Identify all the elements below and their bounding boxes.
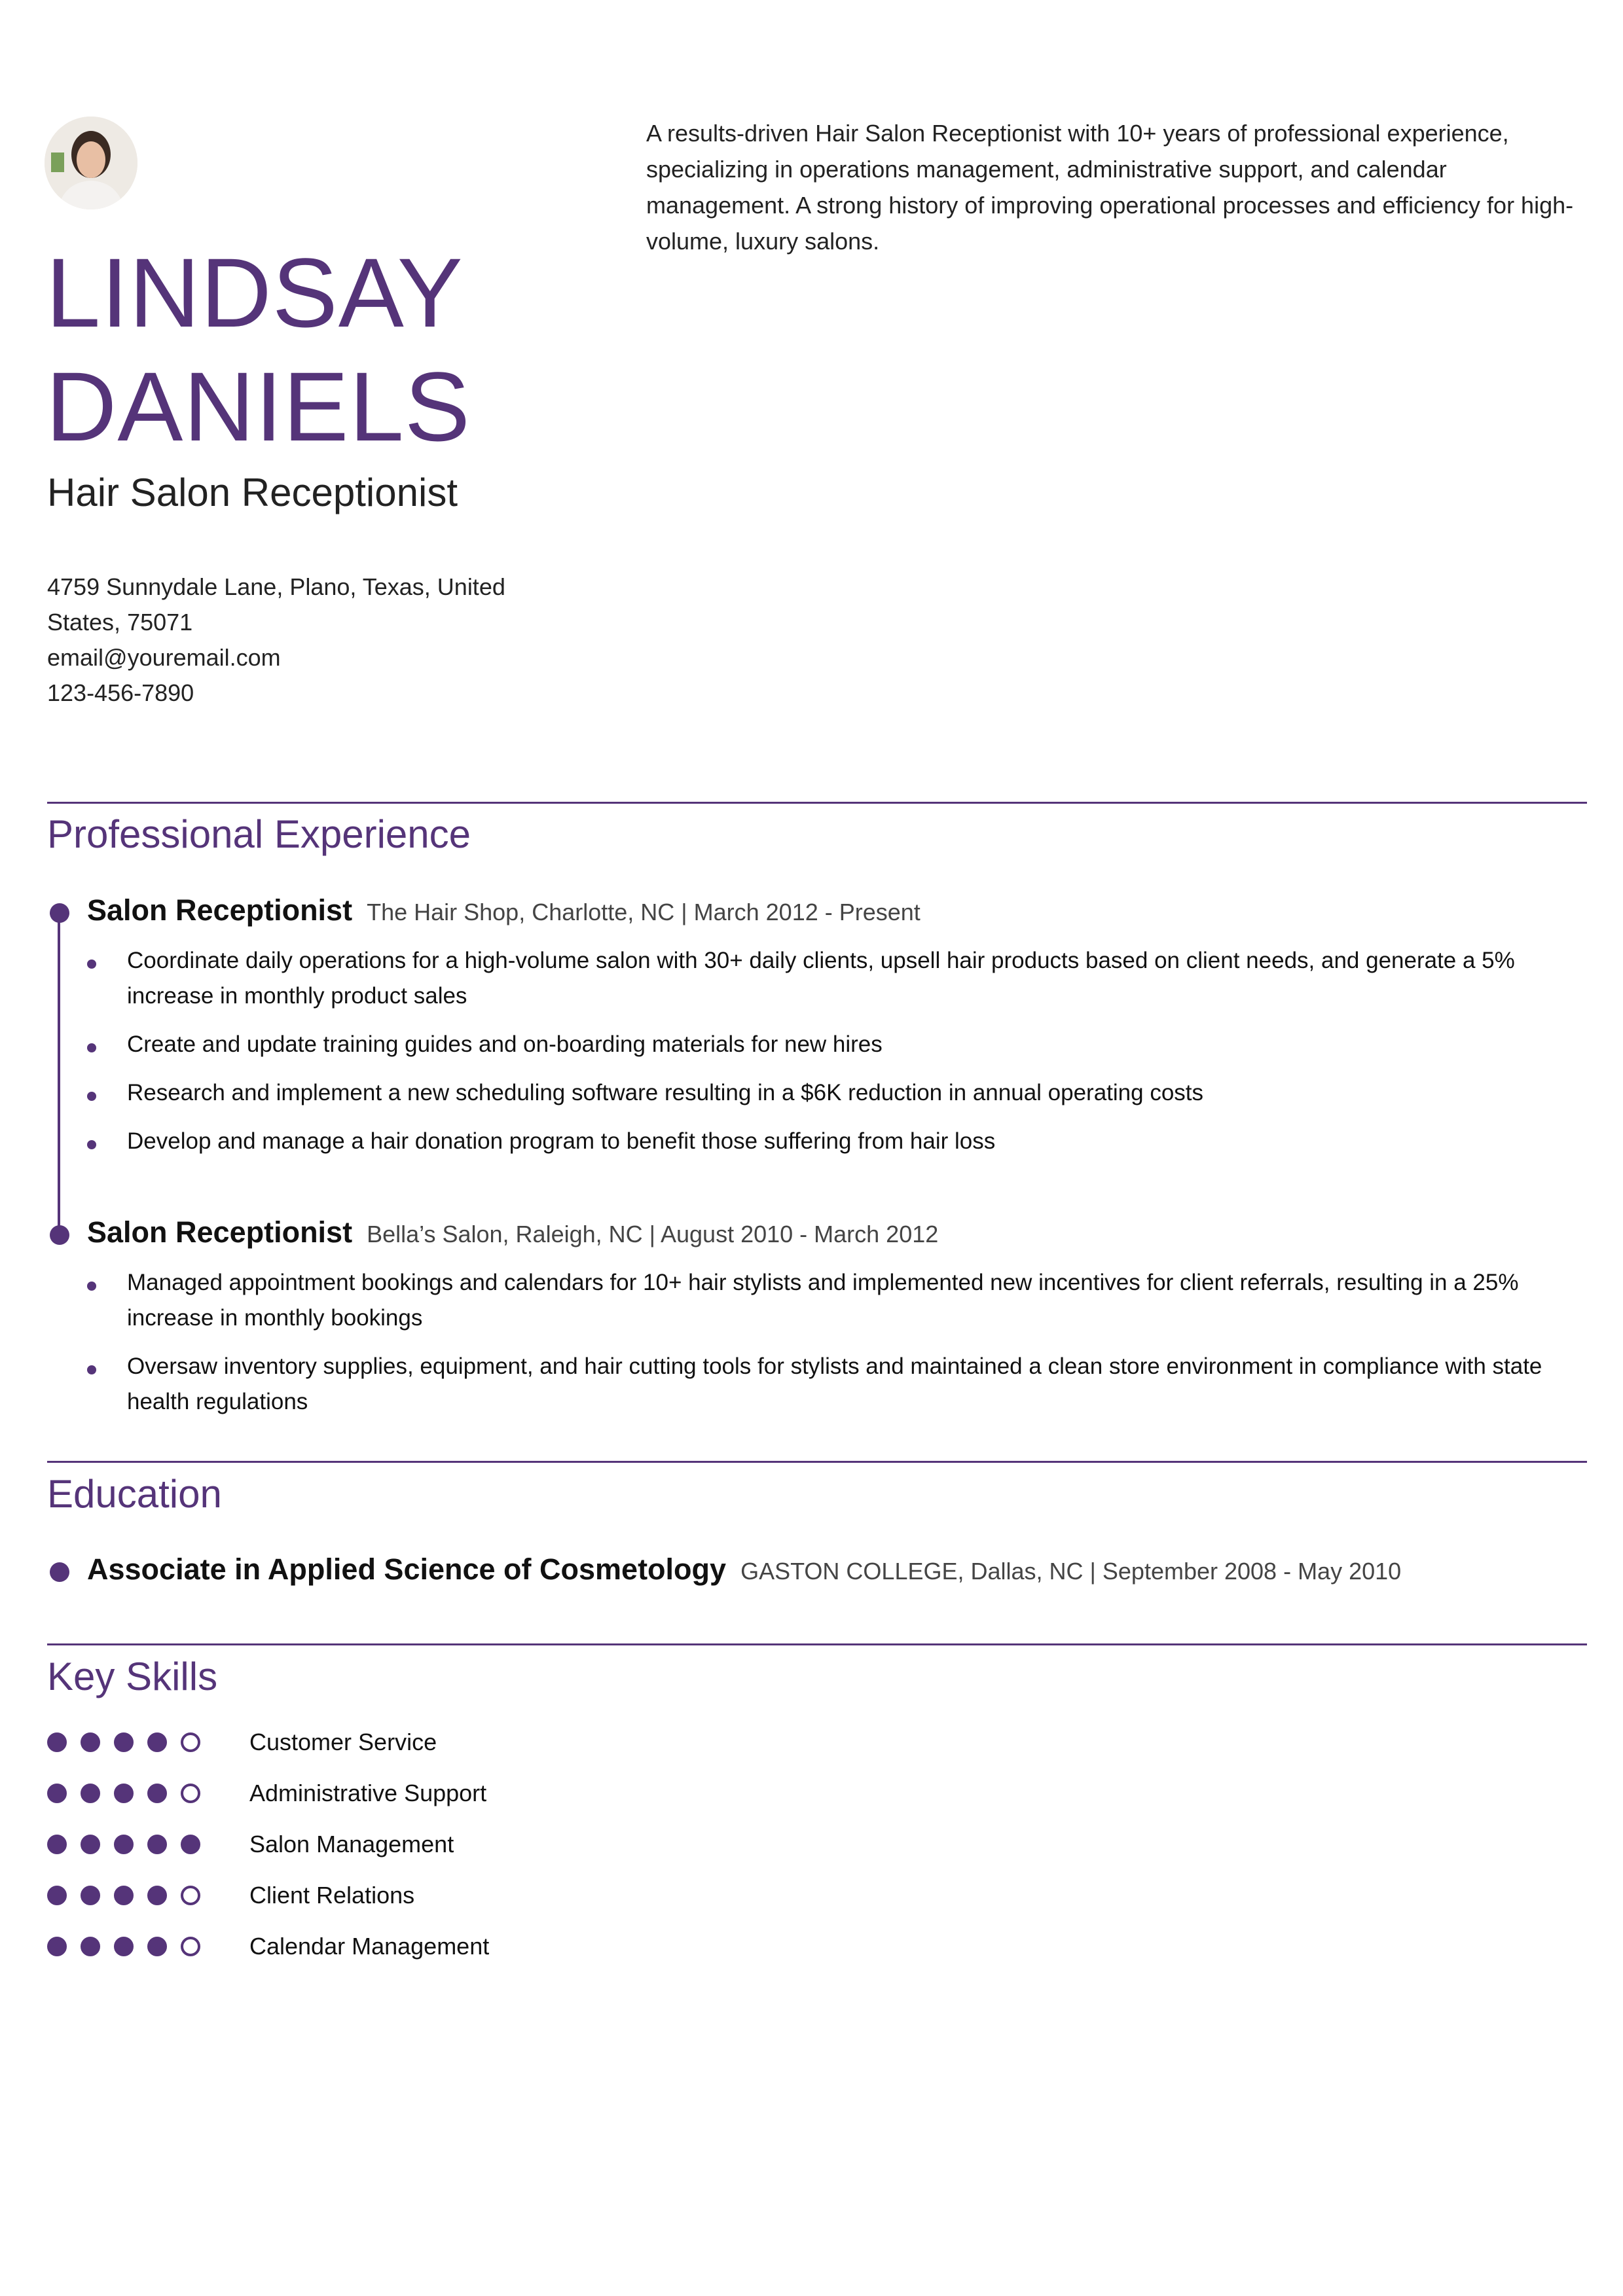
skill-row: Administrative Support bbox=[47, 1777, 486, 1810]
bullet-text: Research and implement a new scheduling … bbox=[127, 1080, 1204, 1105]
rating-dot-filled-icon bbox=[147, 1886, 167, 1905]
rating-dot-filled-icon bbox=[147, 1835, 167, 1854]
rating-dot-filled-icon bbox=[47, 1784, 67, 1803]
summary: A results-driven Hair Salon Receptionist… bbox=[646, 120, 1574, 255]
contact-info: 4759 Sunnydale Lane, Plano, Texas, Unite… bbox=[47, 569, 519, 711]
rating-dot-filled-icon bbox=[47, 1835, 67, 1854]
rating-dot-empty-icon bbox=[181, 1937, 200, 1956]
education-meta: GASTON COLLEGE, Dallas, NC | September 2… bbox=[740, 1558, 1402, 1585]
education-header: Associate in Applied Science of Cosmetol… bbox=[47, 1553, 1587, 1588]
section-title-education: Education bbox=[47, 1472, 222, 1516]
bullet-icon bbox=[87, 1140, 96, 1149]
degree: Associate in Applied Science of Cosmetol… bbox=[87, 1552, 727, 1586]
bullet-icon bbox=[87, 1365, 96, 1374]
skill-row: Salon Management bbox=[47, 1828, 454, 1861]
education-entry: Associate in Applied Science of Cosmetol… bbox=[47, 1553, 1587, 1588]
skill-label: Administrative Support bbox=[249, 1780, 487, 1806]
rating-dot-filled-icon bbox=[114, 1835, 134, 1854]
job-entry: Salon Receptionist The Hair Shop, Charlot… bbox=[47, 894, 1587, 1172]
skill-rating bbox=[47, 1886, 249, 1905]
job-bullets: Coordinate daily operations for a high-v… bbox=[47, 943, 1587, 1159]
bullet-text: Create and update training guides and on… bbox=[127, 1031, 883, 1057]
list-item: Develop and manage a hair donation progr… bbox=[87, 1124, 1587, 1159]
bullet-icon bbox=[87, 960, 96, 969]
rating-dot-filled-icon bbox=[114, 1937, 134, 1956]
bullet-icon bbox=[87, 1043, 96, 1052]
rating-dot-empty-icon bbox=[181, 1732, 200, 1752]
rating-dot-filled-icon bbox=[147, 1937, 167, 1956]
name-first: LINDSAY bbox=[46, 238, 464, 348]
section-title-experience: Professional Experience bbox=[47, 812, 471, 856]
job-role: Salon Receptionist bbox=[87, 1215, 353, 1249]
candidate-name: LINDSAY DANIELS bbox=[46, 236, 471, 463]
rating-dot-filled-icon bbox=[81, 1732, 100, 1752]
rating-dot-filled-icon bbox=[147, 1732, 167, 1752]
rating-dot-filled-icon bbox=[81, 1784, 100, 1803]
rating-dot-filled-icon bbox=[47, 1886, 67, 1905]
bullet-text: Coordinate daily operations for a high-v… bbox=[127, 948, 1515, 1009]
timeline-dot-icon bbox=[50, 903, 69, 923]
divider bbox=[47, 802, 1587, 804]
rating-dot-filled-icon bbox=[81, 1937, 100, 1956]
bullet-icon bbox=[87, 1092, 96, 1101]
divider bbox=[47, 1461, 1587, 1463]
job-meta: The Hair Shop, Charlotte, NC | March 201… bbox=[367, 899, 921, 925]
skill-row: Calendar Management bbox=[47, 1930, 489, 1963]
rating-dot-filled-icon bbox=[181, 1835, 200, 1854]
skill-rating bbox=[47, 1835, 249, 1854]
rating-dot-filled-icon bbox=[114, 1784, 134, 1803]
skill-label: Client Relations bbox=[249, 1882, 415, 1909]
name-last: DANIELS bbox=[46, 351, 471, 461]
bullet-text: Oversaw inventory supplies, equipment, a… bbox=[127, 1354, 1542, 1414]
skill-rating bbox=[47, 1784, 249, 1803]
section-title-skills: Key Skills bbox=[47, 1655, 218, 1698]
rating-dot-filled-icon bbox=[47, 1937, 67, 1956]
job-bullets: Managed appointment bookings and calenda… bbox=[47, 1265, 1587, 1420]
rating-dot-empty-icon bbox=[181, 1784, 200, 1803]
email[interactable]: email@youremail.com bbox=[47, 644, 281, 671]
skill-label: Salon Management bbox=[249, 1831, 454, 1857]
skill-rating bbox=[47, 1732, 249, 1752]
list-item: Managed appointment bookings and calenda… bbox=[87, 1265, 1587, 1336]
bullet-text: Develop and manage a hair donation progr… bbox=[127, 1128, 996, 1154]
divider bbox=[47, 1643, 1587, 1645]
rating-dot-filled-icon bbox=[114, 1886, 134, 1905]
rating-dot-filled-icon bbox=[114, 1732, 134, 1752]
address: 4759 Sunnydale Lane, Plano, Texas, Unite… bbox=[47, 573, 505, 636]
rating-dot-filled-icon bbox=[81, 1835, 100, 1854]
timeline-dot-icon bbox=[50, 1225, 69, 1245]
job-role: Salon Receptionist bbox=[87, 893, 353, 927]
list-item: Oversaw inventory supplies, equipment, a… bbox=[87, 1349, 1587, 1420]
rating-dot-filled-icon bbox=[47, 1732, 67, 1752]
skill-label: Calendar Management bbox=[249, 1933, 490, 1960]
skill-label: Customer Service bbox=[249, 1729, 437, 1755]
job-entry: Salon Receptionist Bella’s Salon, Raleigh… bbox=[47, 1216, 1587, 1433]
skill-rating bbox=[47, 1937, 249, 1956]
rating-dot-filled-icon bbox=[147, 1784, 167, 1803]
person-photo-icon bbox=[45, 117, 137, 209]
rating-dot-filled-icon bbox=[81, 1886, 100, 1905]
bullet-icon bbox=[87, 1282, 96, 1291]
job-header: Salon Receptionist Bella’s Salon, Raleigh… bbox=[47, 1216, 1587, 1251]
job-header: Salon Receptionist The Hair Shop, Charlot… bbox=[47, 894, 1587, 929]
skill-row: Client Relations bbox=[47, 1879, 414, 1912]
education-dot-icon bbox=[50, 1562, 69, 1582]
bullet-text: Managed appointment bookings and calenda… bbox=[127, 1270, 1519, 1331]
job-meta: Bella’s Salon, Raleigh, NC | August 2010… bbox=[367, 1221, 939, 1247]
skill-row: Customer Service bbox=[47, 1726, 437, 1759]
phone: 123-456-7890 bbox=[47, 679, 194, 706]
timeline-line bbox=[58, 912, 60, 1234]
list-item: Research and implement a new scheduling … bbox=[87, 1075, 1587, 1111]
rating-dot-empty-icon bbox=[181, 1886, 200, 1905]
list-item: Coordinate daily operations for a high-v… bbox=[87, 943, 1587, 1014]
profile-photo bbox=[45, 117, 137, 209]
candidate-title: Hair Salon Receptionist bbox=[47, 471, 458, 514]
list-item: Create and update training guides and on… bbox=[87, 1027, 1587, 1062]
